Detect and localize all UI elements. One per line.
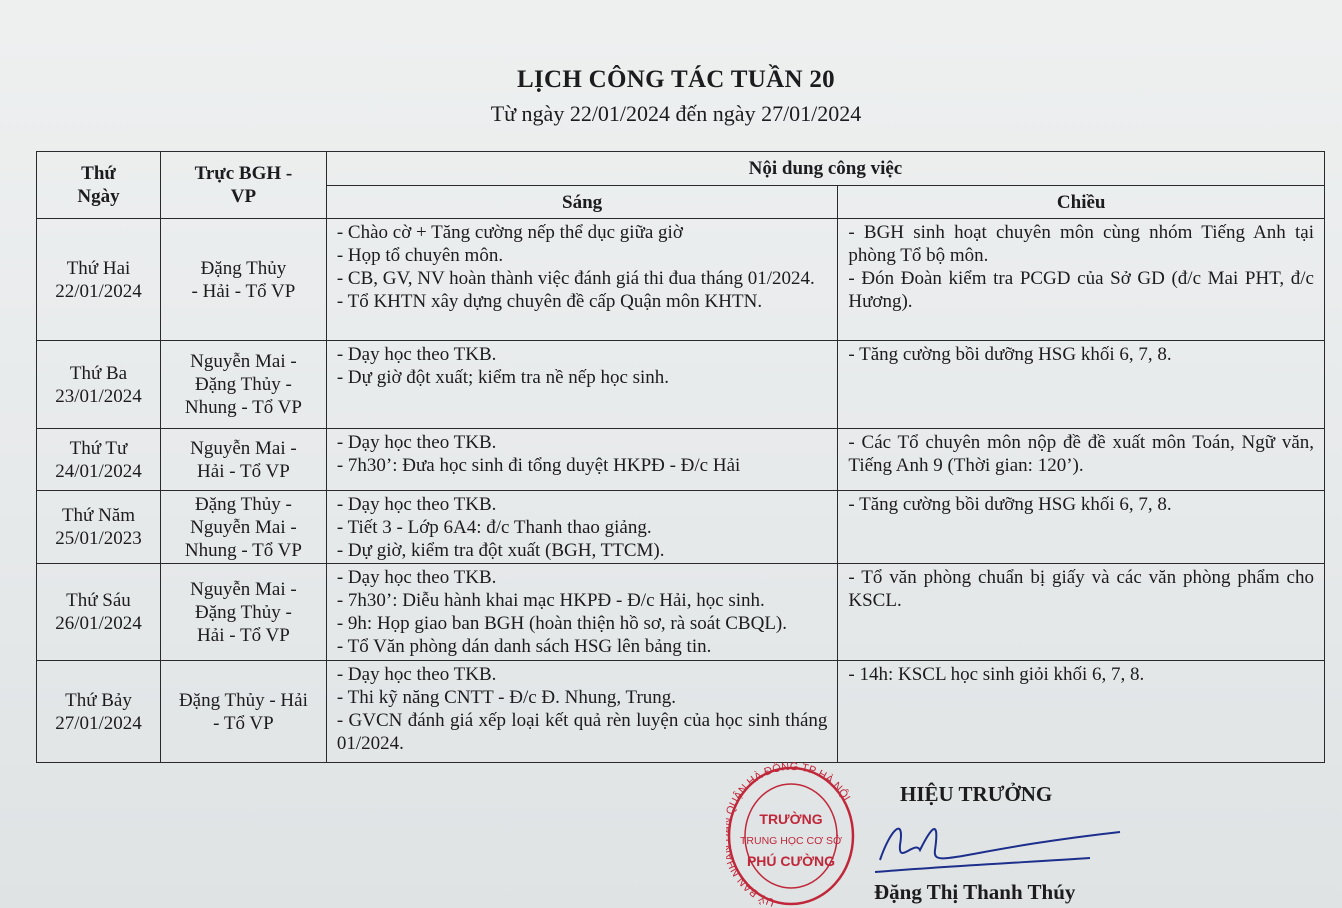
morning-cell-line: - Dự giờ đột xuất; kiểm tra nề nếp học s… [336,367,670,388]
duty-cell-line: Đặng Thủy [200,257,287,279]
afternoon-cell: - BGH sinh hoạt chuyên môn cùng nhóm Tiế… [837,218,1325,341]
day-cell: Thứ Tư 24/01/2024 [36,428,161,491]
morning-cell-line: - Tổ KHTN xây dựng chuyên đề cấp Quận mô… [336,291,763,312]
duty-cell-line: - Hải - Tổ VP [191,280,296,302]
morning-cell: - Chào cờ + Tăng cường nếp thể dục giữa … [325,218,839,341]
duty-cell-line: Hải - Tổ VP [197,624,290,646]
morning-cell-line: - Thi kỹ năng CNTT - Đ/c Đ. Nhung, Trung… [336,687,677,708]
afternoon-cell-line: - Tăng cường bồi dưỡng HSG khối 6, 7, 8. [848,344,1172,365]
morning-cell-line: - Dạy học theo TKB. [336,664,497,685]
duty-cell-line: Nguyễn Mai - [190,437,297,459]
svg-text:TRUNG HỌC CƠ SỞ: TRUNG HỌC CƠ SỞ [740,834,842,847]
morning-cell-line: - Dạy học theo TKB. [336,494,497,515]
header-day: Thứ Ngày [36,151,161,219]
morning-cell-line: - Dạy học theo TKB. [336,344,497,365]
header-afternoon: Chiều [837,185,1325,219]
afternoon-cell-line: - Các Tổ chuyên môn nộp đề đề xuất môn T… [848,432,1314,476]
signatory-position: HIỆU TRƯỞNG [900,782,1053,806]
day-cell: Thứ Năm 25/01/2023 [36,490,161,564]
day-cell-line: Thứ Bảy [65,689,132,711]
duty-cell-line: Nguyễn Mai - [190,516,297,538]
morning-cell-line: - Tổ Văn phòng dán danh sách HSG lên bản… [336,636,712,657]
morning-cell: - Dạy học theo TKB. - 7h30’: Diễu hành kh… [325,563,839,661]
day-cell-line: Thứ Năm [61,505,136,526]
morning-cell-line: - 7h30’: Đưa học sinh đi tổng duyệt HKPĐ… [336,455,741,476]
duty-cell: Nguyễn Mai - Đặng Thủy - Hải - Tổ VP [159,563,327,661]
morning-cell: - Dạy học theo TKB. - Dự giờ đột xuất; ki… [325,340,839,429]
day-cell-line: 27/01/2024 [55,712,142,734]
afternoon-cell-line: - Tăng cường bồi dưỡng HSG khối 6, 7, 8. [848,494,1172,515]
handwritten-signature [874,827,1121,873]
afternoon-cell: - Tăng cường bồi dưỡng HSG khối 6, 7, 8. [837,490,1325,564]
duty-cell: Đặng Thủy - Hải - Tổ VP [159,660,327,763]
duty-cell-line: - Tổ VP [213,712,274,734]
day-cell: Thứ Sáu 26/01/2024 [36,563,161,661]
day-cell-line: 24/01/2024 [55,460,142,482]
duty-cell: Đặng Thủy - Hải - Tổ VP [159,218,327,341]
schedule-row: Thứ Sáu 26/01/2024 Nguyễn Mai - Đặng Thủy -… [36,563,1325,661]
morning-cell-line: - 7h30’: Diễu hành khai mạc HKPĐ - Đ/c H… [336,590,765,611]
day-cell-line: 25/01/2023 [55,528,142,549]
document-title: LỊCH CÔNG TÁC TUẦN 20 [517,66,835,93]
schedule-row: Thứ Năm 25/01/2023 Đặng Thủy - Nguyễn Mai -… [36,490,1325,564]
day-cell-line: Thứ Ba [69,362,128,384]
afternoon-cell-line: - BGH sinh hoạt chuyên môn cùng nhóm Tiế… [848,222,1314,266]
day-cell-line: Thứ Tư [69,437,128,459]
schedule-row: Thứ Tư 24/01/2024 Nguyễn Mai - Hải - Tổ VP -… [36,428,1325,491]
morning-cell: - Dạy học theo TKB. - Tiết 3 - Lớp 6A4: đ… [325,490,839,564]
duty-cell-line: Đặng Thủy - Hải [178,689,308,711]
morning-cell-line: - GVCN đánh giá xếp loại kết quả rèn luy… [336,710,828,754]
morning-cell-line: - Họp tổ chuyên môn. [336,245,504,266]
svg-text:PHÚ CƯỜNG: PHÚ CƯỜNG [747,852,835,869]
afternoon-cell: - 14h: KSCL học sinh giỏi khối 6, 7, 8. [837,660,1325,763]
afternoon-cell-line: - Tổ văn phòng chuẩn bị giấy và các văn … [848,567,1314,611]
afternoon-cell: - Các Tổ chuyên môn nộp đề đề xuất môn T… [837,428,1325,491]
duty-cell: Nguyễn Mai - Hải - Tổ VP [159,428,327,491]
morning-cell-line: - Tiết 3 - Lớp 6A4: đ/c Thanh thao giảng… [336,517,652,538]
morning-cell-line: - CB, GV, NV hoàn thành việc đánh giá th… [336,268,815,289]
duty-cell-line: Nguyễn Mai - [190,351,297,372]
signatory-name: Đặng Thị Thanh Thúy [874,880,1076,904]
duty-cell-line: Đặng Thủy - [195,601,292,623]
afternoon-cell: - Tổ văn phòng chuẩn bị giấy và các văn … [837,563,1325,661]
header-morning: Sáng [325,185,839,219]
duty-cell-line: Nhung - Tổ VP [184,539,302,561]
afternoon-cell: - Tăng cường bồi dưỡng HSG khối 6, 7, 8. [837,340,1325,429]
day-cell: Thứ Ba 23/01/2024 [36,340,161,429]
day-cell-line: 23/01/2024 [55,385,142,407]
day-cell: Thứ Bảy 27/01/2024 [36,660,161,763]
duty-cell-line: Hải - Tổ VP [197,460,290,482]
schedule-row: Thứ Hai 22/01/2024 Đặng Thủy - Hải - Tổ VP -… [36,218,1325,341]
schedule-table: Thứ Ngày Trực BGH - VP Nội dung công việc … [36,151,1326,763]
header-content: Nội dung công việc [325,151,1326,186]
schedule-row: Thứ Bảy 27/01/2024 Đặng Thủy - Hải - Tổ VP -… [36,660,1325,763]
duty-cell: Nguyễn Mai - Đặng Thủy - Nhung - Tổ VP [159,340,327,429]
day-cell-line: 26/01/2024 [55,613,142,634]
morning-cell-line: - Chào cờ + Tăng cường nếp thể dục giữa … [336,222,683,243]
morning-cell: - Dạy học theo TKB. - 7h30’: Đưa học sinh… [325,428,839,491]
schedule-row: Thứ Ba 23/01/2024 Nguyễn Mai - Đặng Thủy -N… [36,340,1325,429]
school-stamp: UỶ BAN NHÂN DÂN QUẬN HÀ ĐÔNG TP HÀ NỘI T… [726,762,855,908]
morning-cell-line: - Dạy học theo TKB. [336,567,497,588]
duty-cell-line: Đặng Thủy - [195,374,292,395]
duty-cell-line: Đặng Thủy - [195,493,292,515]
document-subtitle: Từ ngày 22/01/2024 đến ngày 27/01/2024 [490,101,862,126]
day-cell-line: Thứ Sáu [66,590,131,611]
header-duty: Trực BGH - VP [159,151,327,219]
day-cell: Thứ Hai 22/01/2024 [36,218,161,341]
duty-cell-line: Nguyễn Mai - [190,578,297,600]
morning-cell-line: - Dạy học theo TKB. [336,432,497,453]
day-cell-line: Thứ Hai [66,257,131,279]
morning-cell: - Dạy học theo TKB. - Thi kỹ năng CNTT - … [325,660,839,763]
afternoon-cell-line: - 14h: KSCL học sinh giỏi khối 6, 7, 8. [848,664,1145,685]
duty-cell-line: Nhung - Tổ VP [184,397,302,418]
morning-cell-line: - 9h: Họp giao ban BGH (hoàn thiện hồ sơ… [336,613,788,634]
afternoon-cell-line: - Đón Đoàn kiểm tra PCGD của Sở GD (đ/c … [848,268,1314,312]
svg-text:TRƯỜNG: TRƯỜNG [759,810,822,827]
duty-cell: Đặng Thủy - Nguyễn Mai - Nhung - Tổ VP [159,490,327,564]
morning-cell-line: - Dự giờ, kiểm tra đột xuất (BGH, TTCM). [336,540,665,561]
day-cell-line: 22/01/2024 [55,280,142,302]
